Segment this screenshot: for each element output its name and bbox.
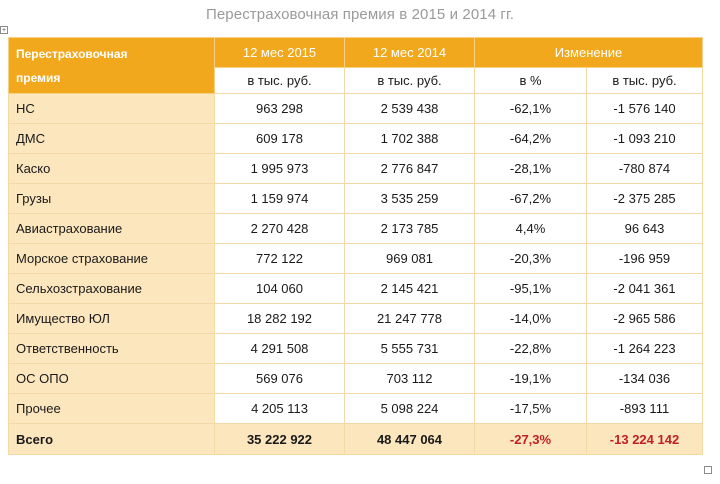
row-change-pct: -64,2% xyxy=(474,123,587,154)
unit-2014: в тыс. руб. xyxy=(344,67,475,94)
table-row: Морское страхование 772 122 969 081 -20,… xyxy=(8,243,703,274)
table-row: Сельхозстрахование 104 060 2 145 421 -95… xyxy=(8,273,703,304)
row-value-2015: 609 178 xyxy=(214,123,345,154)
row-category: Имущество ЮЛ xyxy=(8,303,215,334)
row-change-pct: -67,2% xyxy=(474,183,587,214)
units-row: в тыс. руб. в тыс. руб. в % в тыс. руб. xyxy=(9,67,703,94)
row-change-pct: -17,5% xyxy=(474,393,587,424)
row-category: Авиастрахование xyxy=(8,213,215,244)
row-value-2015: 18 282 192 xyxy=(214,303,345,334)
row-change-pct: -20,3% xyxy=(474,243,587,274)
row-value-2014: 969 081 xyxy=(344,243,475,274)
table-row: НС 963 298 2 539 438 -62,1% -1 576 140 xyxy=(8,93,703,124)
row-value-2014: 5 098 224 xyxy=(344,393,475,424)
unit-change: в тыс. руб. xyxy=(586,67,703,94)
total-change-abs: -13 224 142 xyxy=(586,423,703,455)
resize-handle-icon[interactable] xyxy=(704,466,712,474)
header-row: Перестраховочная премия 12 мес 2015 12 м… xyxy=(8,37,703,94)
header-2014: 12 мес 2014 xyxy=(344,37,475,68)
row-change-abs: -196 959 xyxy=(586,243,703,274)
header-2015: 12 мес 2015 xyxy=(214,37,345,68)
row-category: ОС ОПО xyxy=(8,363,215,394)
row-value-2014: 703 112 xyxy=(344,363,475,394)
row-value-2015: 104 060 xyxy=(214,273,345,304)
row-change-pct: 4,4% xyxy=(474,213,587,244)
table-row: Грузы 1 159 974 3 535 259 -67,2% -2 375 … xyxy=(8,183,703,214)
row-category: НС xyxy=(8,93,215,124)
row-change-abs: -1 264 223 xyxy=(586,333,703,364)
row-change-abs: -780 874 xyxy=(586,153,703,184)
row-change-pct: -14,0% xyxy=(474,303,587,334)
row-value-2014: 5 555 731 xyxy=(344,333,475,364)
table-row: ОС ОПО 569 076 703 112 -19,1% -134 036 xyxy=(8,363,703,394)
total-change-pct: -27,3% xyxy=(474,423,587,455)
table-row: Авиастрахование 2 270 428 2 173 785 4,4%… xyxy=(8,213,703,244)
page-title: Перестраховочная премия в 2015 и 2014 гг… xyxy=(205,6,514,23)
table-row: Ответственность 4 291 508 5 555 731 -22,… xyxy=(8,333,703,364)
row-value-2015: 1 995 973 xyxy=(214,153,345,184)
row-change-abs: -2 375 285 xyxy=(586,183,703,214)
table-row: Каско 1 995 973 2 776 847 -28,1% -780 87… xyxy=(8,153,703,184)
header-change: Изменение xyxy=(474,37,703,68)
row-category: Прочее xyxy=(8,393,215,424)
row-change-abs: -2 965 586 xyxy=(586,303,703,334)
total-row: Всего 35 222 922 48 447 064 -27,3% -13 2… xyxy=(8,423,703,455)
row-value-2015: 4 205 113 xyxy=(214,393,345,424)
row-value-2014: 21 247 778 xyxy=(344,303,475,334)
row-category: Сельхозстрахование xyxy=(8,273,215,304)
row-change-abs: -134 036 xyxy=(586,363,703,394)
row-change-pct: -62,1% xyxy=(474,93,587,124)
row-category: Морское страхование xyxy=(8,243,215,274)
move-handle-icon[interactable]: + xyxy=(0,26,8,34)
total-label: Всего xyxy=(8,423,215,455)
row-category: Каско xyxy=(8,153,215,184)
row-change-pct: -22,8% xyxy=(474,333,587,364)
unit-2015: в тыс. руб. xyxy=(214,67,345,94)
row-value-2015: 1 159 974 xyxy=(214,183,345,214)
row-change-pct: -19,1% xyxy=(474,363,587,394)
row-value-2015: 963 298 xyxy=(214,93,345,124)
row-value-2014: 2 539 438 xyxy=(344,93,475,124)
row-change-abs: -893 111 xyxy=(586,393,703,424)
reinsurance-premium-table: Перестраховочная премия 12 мес 2015 12 м… xyxy=(8,37,703,455)
row-value-2015: 4 291 508 xyxy=(214,333,345,364)
total-value-2015: 35 222 922 xyxy=(214,423,345,455)
table-row: Прочее 4 205 113 5 098 224 -17,5% -893 1… xyxy=(8,393,703,424)
row-change-pct: -28,1% xyxy=(474,153,587,184)
row-value-2015: 772 122 xyxy=(214,243,345,274)
row-category: Ответственность xyxy=(8,333,215,364)
row-category: Грузы xyxy=(8,183,215,214)
row-value-2015: 569 076 xyxy=(214,363,345,394)
row-category: ДМС xyxy=(8,123,215,154)
row-value-2014: 1 702 388 xyxy=(344,123,475,154)
header-corner-line1: Перестраховочная xyxy=(16,46,128,61)
table-row: Имущество ЮЛ 18 282 192 21 247 778 -14,0… xyxy=(8,303,703,334)
table-row: ДМС 609 178 1 702 388 -64,2% -1 093 210 xyxy=(8,123,703,154)
row-value-2014: 2 173 785 xyxy=(344,213,475,244)
row-value-2015: 2 270 428 xyxy=(214,213,345,244)
unit-pct: в % xyxy=(474,67,587,94)
row-value-2014: 3 535 259 xyxy=(344,183,475,214)
row-value-2014: 2 145 421 xyxy=(344,273,475,304)
row-change-abs: -1 093 210 xyxy=(586,123,703,154)
header-corner-line2: премия xyxy=(16,70,61,85)
row-change-abs: -2 041 361 xyxy=(586,273,703,304)
row-value-2014: 2 776 847 xyxy=(344,153,475,184)
header-corner-cell: Перестраховочная премия xyxy=(8,37,215,94)
total-value-2014: 48 447 064 xyxy=(344,423,475,455)
row-change-abs: -1 576 140 xyxy=(586,93,703,124)
row-change-abs: 96 643 xyxy=(586,213,703,244)
row-change-pct: -95,1% xyxy=(474,273,587,304)
